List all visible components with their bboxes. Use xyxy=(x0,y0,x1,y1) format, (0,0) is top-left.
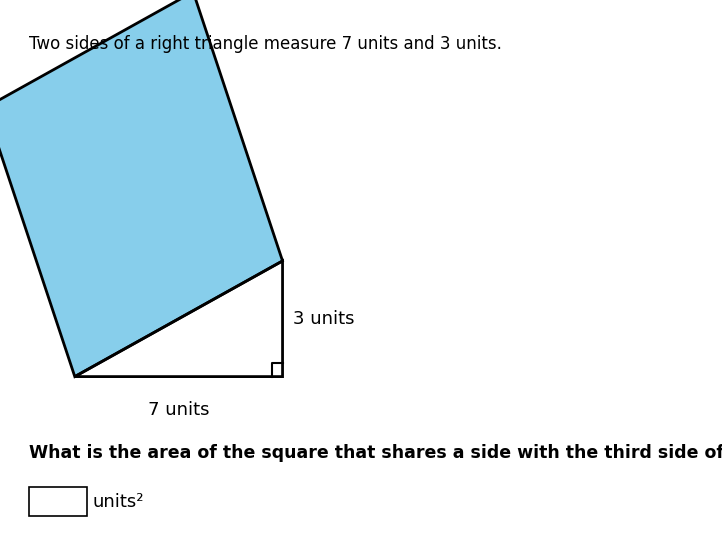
Text: units²: units² xyxy=(92,493,144,511)
Text: 7 units: 7 units xyxy=(148,401,209,419)
Text: What is the area of the square that shares a side with the third side of the tri: What is the area of the square that shar… xyxy=(29,444,722,462)
Polygon shape xyxy=(0,0,282,377)
Text: 3 units: 3 units xyxy=(293,310,355,328)
Text: Two sides of a right triangle measure 7 units and 3 units.: Two sides of a right triangle measure 7 … xyxy=(29,35,502,53)
FancyBboxPatch shape xyxy=(29,487,87,516)
